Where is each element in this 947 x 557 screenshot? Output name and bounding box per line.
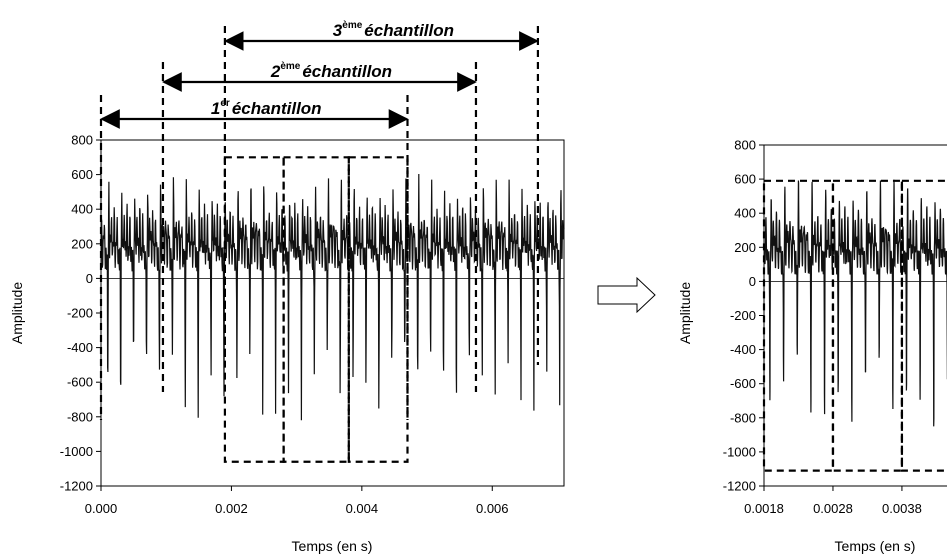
y-tick-label: -400 bbox=[730, 342, 756, 357]
x-tick-label: 0.002 bbox=[215, 501, 248, 516]
y-axis-label-left: Amplitude bbox=[9, 282, 25, 344]
sample-box bbox=[347, 156, 409, 463]
y-tick-label: 0 bbox=[86, 271, 93, 286]
y-ticks-left: 800 600 400 200 0 -200 -400 -600 -800 -1000 -1200 bbox=[60, 133, 101, 494]
window-label: 2ème échantillon bbox=[270, 61, 392, 81]
x-tick-label: 0.000 bbox=[85, 501, 118, 516]
window-label: 1eréchantillon bbox=[211, 98, 322, 118]
sample-box bbox=[223, 156, 285, 463]
plot-area-left bbox=[100, 139, 565, 487]
y-tick-label: 800 bbox=[71, 133, 93, 148]
y-tick-label: 800 bbox=[734, 138, 756, 153]
y-tick-label: -1200 bbox=[723, 479, 756, 494]
signal-waveform-left bbox=[100, 173, 565, 421]
y-tick-label: 400 bbox=[71, 202, 93, 217]
x-ticks-left: 0.000 0.002 0.004 0.006 bbox=[85, 486, 509, 516]
window-number: 2 bbox=[270, 62, 281, 81]
x-axis-label-right: Temps (en s) bbox=[835, 538, 916, 554]
window-label: 3ème échantillon bbox=[333, 20, 454, 40]
y-tick-label: -1000 bbox=[60, 444, 93, 459]
window-word: échantillon bbox=[232, 99, 322, 118]
y-tick-label: -600 bbox=[67, 375, 93, 390]
y-tick-label: -1000 bbox=[723, 444, 756, 459]
x-tick-label: 0.0028 bbox=[813, 501, 853, 516]
window-word: échantillon bbox=[302, 62, 392, 81]
y-tick-label: -200 bbox=[67, 306, 93, 321]
signal-waveform-right bbox=[763, 179, 947, 427]
sample-box bbox=[282, 156, 350, 463]
y-ticks-right: 800 600 400 200 0 -200 -400 -600 -800 -1000 -1200 bbox=[723, 138, 764, 494]
y-tick-label: -1200 bbox=[60, 479, 93, 494]
y-tick-label: 0 bbox=[749, 274, 756, 289]
window-number: 1 bbox=[211, 99, 220, 118]
y-tick-label: 600 bbox=[71, 167, 93, 182]
window-word: échantillon bbox=[364, 21, 454, 40]
plot-area-right bbox=[763, 144, 947, 487]
y-axis-label-right: Amplitude bbox=[677, 282, 693, 344]
y-tick-label: -800 bbox=[67, 409, 93, 424]
sample-boxes-left bbox=[223, 156, 409, 463]
x-tick-label: 0.004 bbox=[346, 501, 379, 516]
y-tick-label: -400 bbox=[67, 340, 93, 355]
window-superscript: ème bbox=[280, 61, 300, 72]
arrow-right-icon bbox=[597, 276, 656, 314]
chart-right: 8006004002000-200-400-600-800-1000-1200 … bbox=[677, 138, 947, 554]
x-tick-label: 0.0018 bbox=[744, 501, 784, 516]
chart-left: 8006004002000-200-400-600-800-1000-1200 … bbox=[9, 20, 565, 554]
y-tick-label: 200 bbox=[71, 236, 93, 251]
y-tick-label: -800 bbox=[730, 410, 756, 425]
window-superscript: ème bbox=[342, 20, 362, 31]
sample-box-right bbox=[900, 179, 947, 472]
y-tick-label: 200 bbox=[734, 240, 756, 255]
sample-boxes-right bbox=[762, 179, 947, 472]
y-tick-label: 400 bbox=[734, 206, 756, 221]
y-tick-label: 600 bbox=[734, 172, 756, 187]
x-ticks-right: 0.0018 0.0028 0.0038 bbox=[744, 486, 922, 516]
window-number: 3 bbox=[333, 21, 343, 40]
y-tick-label: -200 bbox=[730, 308, 756, 323]
x-axis-label-left: Temps (en s) bbox=[292, 538, 373, 554]
x-tick-label: 0.0038 bbox=[882, 501, 922, 516]
y-tick-label: -600 bbox=[730, 376, 756, 391]
x-tick-label: 0.006 bbox=[476, 501, 509, 516]
